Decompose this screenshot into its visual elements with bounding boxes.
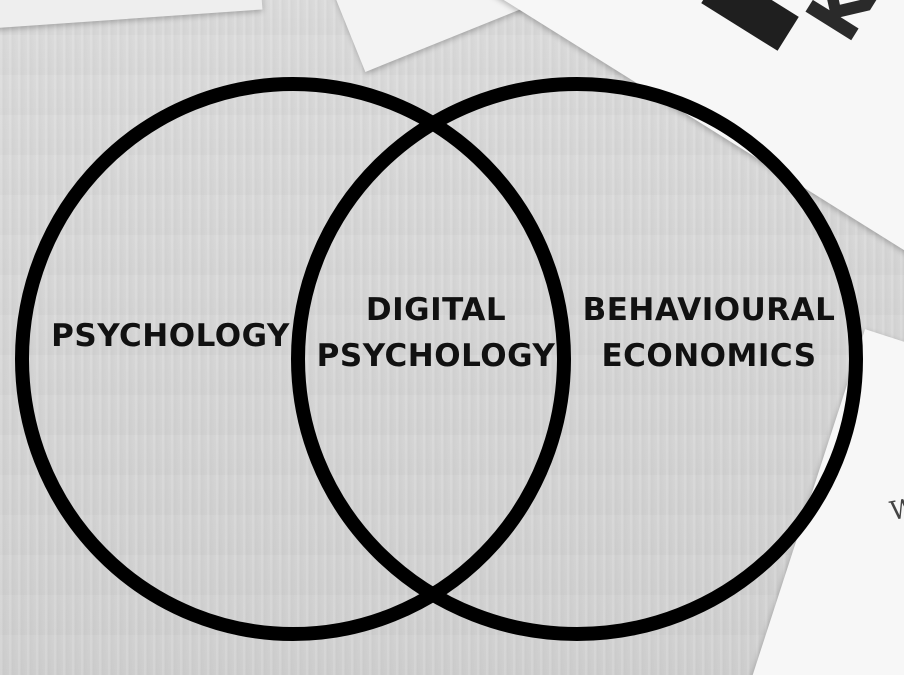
venn-label-line: PSYCHOLOGY [51, 318, 290, 354]
venn-label-line: PSYCHOLOGY [316, 338, 556, 374]
venn-label-digital-psychology: DIGITAL PSYCHOLOGY [312, 287, 560, 379]
venn-circle-right [291, 77, 863, 641]
venn-label-line: ECONOMICS [601, 338, 817, 374]
venn-label-behavioural-economics: BEHAVIOURAL ECONOMICS [574, 287, 844, 379]
venn-label-line: DIGITAL [365, 292, 507, 328]
venn-label-psychology: PSYCHOLOGY [48, 313, 293, 359]
venn-label-line: BEHAVIOURAL [582, 292, 836, 328]
venn-circle-left [15, 77, 571, 641]
